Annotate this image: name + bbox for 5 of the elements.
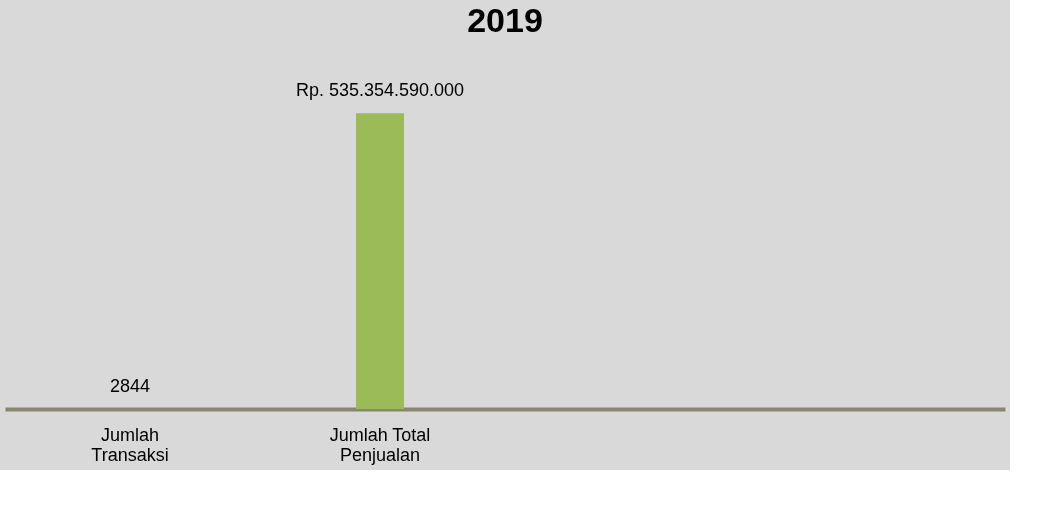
data-label: 2844 — [109, 376, 151, 396]
x-tick-label: Jumlah Transaksi — [91, 425, 169, 465]
chart-title: 2019 — [467, 1, 543, 39]
x-tick-label: Jumlah Total Penjualan — [329, 425, 431, 465]
data-label: Rp. 535.354.590.000 — [295, 80, 465, 101]
